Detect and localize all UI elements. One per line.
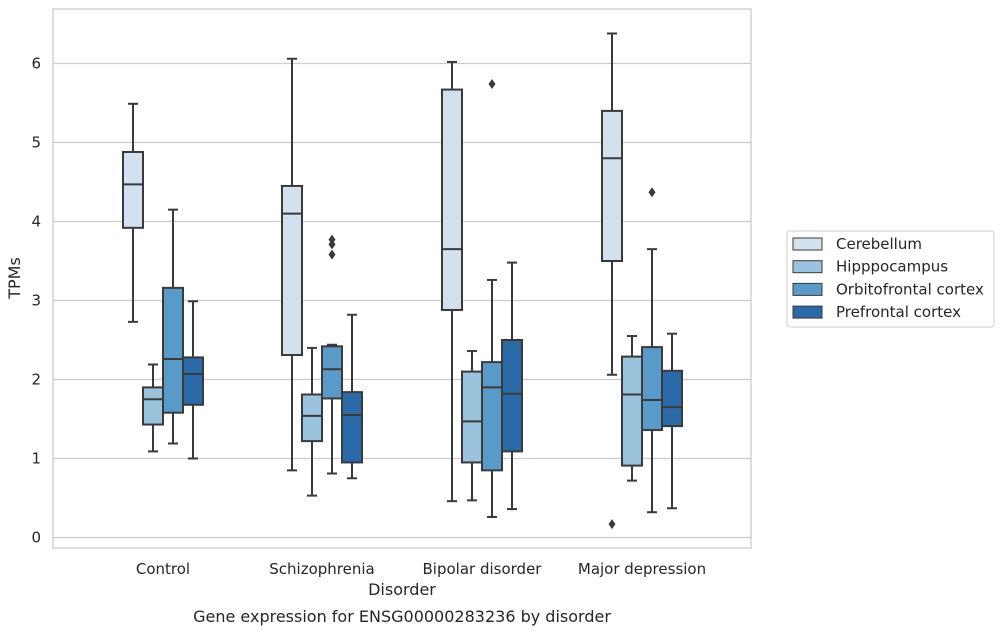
box-2-1 (321, 234, 343, 475)
legend-swatch (792, 237, 823, 251)
outlier-point (608, 519, 616, 530)
box-3-3 (661, 332, 683, 510)
box-1-3 (621, 335, 643, 482)
y-tick-label: 5 (31, 134, 41, 152)
box-2-0 (162, 208, 184, 445)
box-iqr (661, 369, 683, 428)
legend-items: Cerebellum Hipppocampus Orbitofrontal cort… (792, 235, 984, 321)
box-iqr (301, 393, 323, 443)
box-iqr (142, 386, 164, 426)
box-iqr (122, 150, 144, 229)
box-iqr (621, 355, 643, 467)
y-tick-label: 4 (31, 213, 41, 231)
legend: Cerebellum Hipppocampus Orbitofrontal cort… (786, 230, 995, 328)
box-iqr (341, 391, 363, 464)
box-3-0 (182, 300, 204, 460)
y-tick-labels: 0 1 2 3 4 5 6 (31, 55, 41, 547)
box-iqr (601, 109, 623, 263)
box-iqr (281, 184, 303, 357)
box-1-2 (461, 350, 483, 502)
legend-frame (786, 230, 995, 328)
y-tick-label: 6 (31, 55, 41, 73)
box-3-1 (341, 313, 363, 480)
outlier-point (488, 79, 496, 90)
box-1-1 (301, 346, 323, 497)
y-tick-label: 0 (31, 529, 41, 547)
x-tick-labels: Control Schizophrenia Bipolar disorder Majo… (136, 560, 706, 578)
box-iqr (501, 339, 523, 453)
box-0-0 (122, 102, 144, 323)
box-1-0 (142, 363, 164, 453)
box-iqr (162, 286, 184, 414)
box-iqr (441, 88, 463, 311)
y-tick-label: 1 (31, 450, 41, 468)
legend-label: Prefrontal cortex (836, 303, 961, 321)
box-iqr (641, 346, 663, 432)
legend-label: Hipppocampus (836, 258, 948, 276)
x-tick-label: Schizophrenia (269, 560, 374, 578)
legend-swatch (792, 282, 823, 296)
box-2-3 (641, 187, 663, 514)
x-tick-label: Bipolar disorder (423, 560, 543, 578)
outlier-point (328, 234, 336, 245)
x-tick-label: Control (136, 560, 190, 578)
legend-label: Cerebellum (836, 235, 922, 253)
plot-frame (52, 8, 752, 549)
box-0-1 (281, 57, 303, 472)
boxes (122, 32, 683, 530)
box-iqr (481, 361, 503, 472)
gridlines (53, 62, 751, 539)
box-iqr (182, 356, 204, 406)
x-tick-label: Major depression (578, 560, 706, 578)
legend-swatch (792, 260, 823, 274)
box-0-3 (601, 32, 623, 530)
box-3-2 (501, 261, 523, 511)
box-2-2 (481, 79, 503, 518)
x-axis-label: Disorder (368, 580, 436, 599)
outlier-point (648, 187, 656, 198)
figure-caption: Gene expression for ENSG00000283236 by d… (193, 607, 611, 626)
box-iqr (461, 370, 483, 464)
outlier-point (328, 249, 336, 260)
box-iqr (321, 345, 343, 400)
y-axis-label: TPMs (5, 257, 24, 300)
box-0-2 (441, 60, 463, 503)
y-tick-label: 2 (31, 371, 41, 389)
legend-label: Orbitofrontal cortex (836, 280, 984, 298)
legend-swatch (792, 305, 823, 319)
y-tick-label: 3 (31, 292, 41, 310)
